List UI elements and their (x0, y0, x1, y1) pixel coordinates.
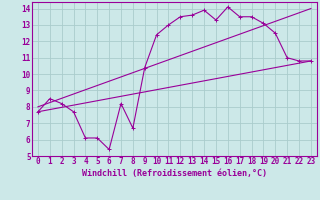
X-axis label: Windchill (Refroidissement éolien,°C): Windchill (Refroidissement éolien,°C) (82, 169, 267, 178)
